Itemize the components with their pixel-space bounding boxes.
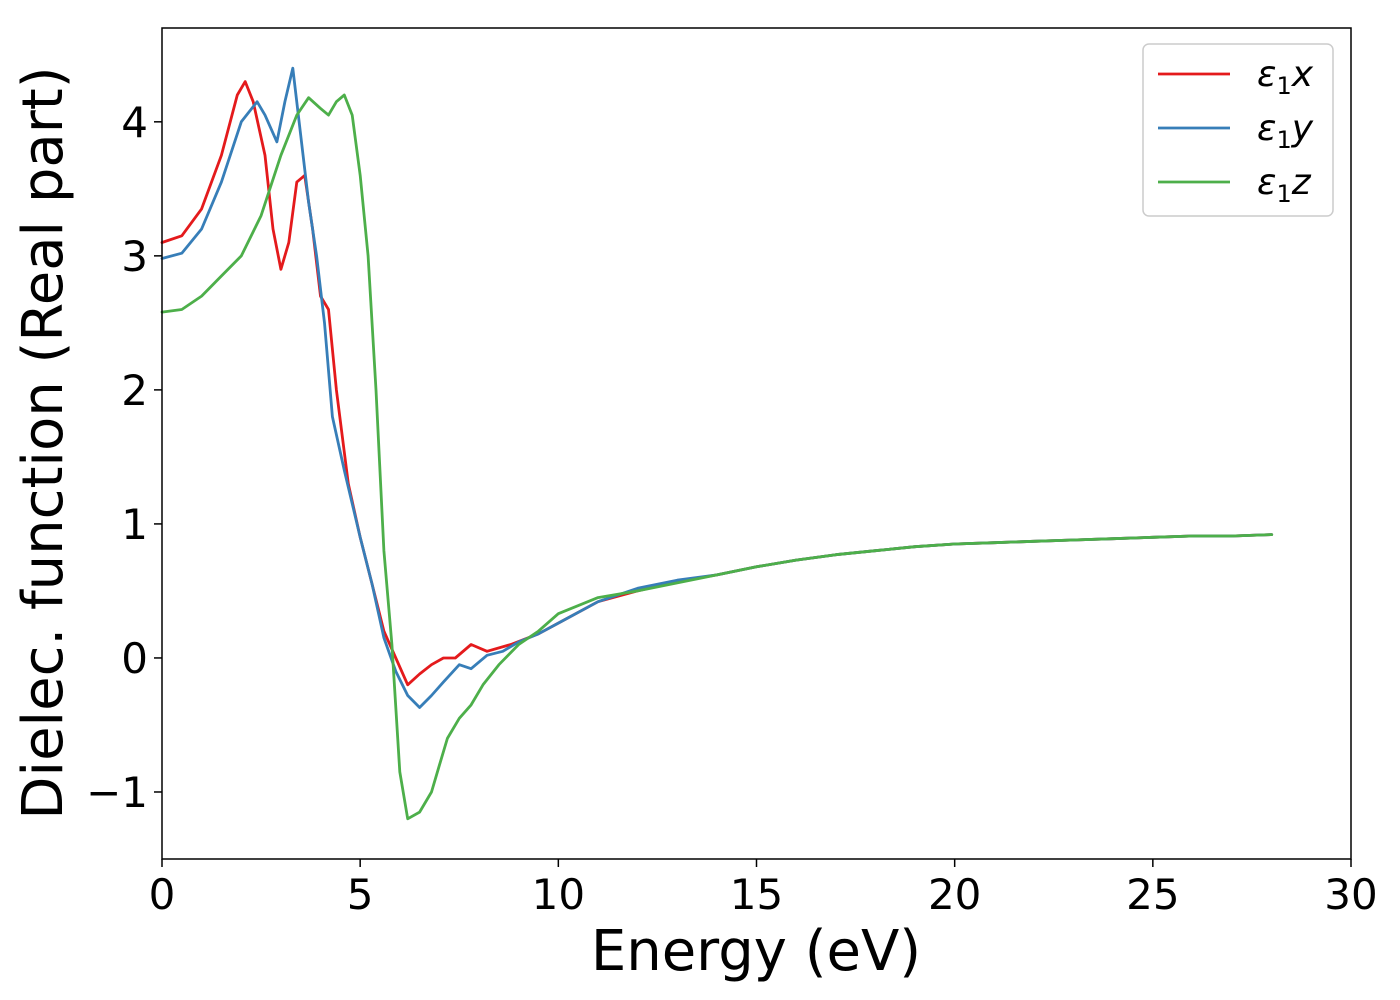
x-axis-ticks: 0 5 10 15 20 25 30 — [149, 859, 1378, 919]
legend-subscript: 1 — [1276, 180, 1291, 208]
y-axis-ticks: −1 0 1 2 3 4 — [86, 98, 162, 817]
legend-label-y: ε1y — [1257, 108, 1314, 154]
legend-component: z — [1291, 162, 1312, 203]
y-tick-label: 0 — [121, 634, 148, 683]
legend-label-x: ε1x — [1257, 54, 1314, 100]
y-tick-label: 1 — [121, 500, 148, 549]
x-tick-label: 30 — [1324, 870, 1377, 919]
legend-subscript: 1 — [1276, 72, 1291, 100]
x-tick-label: 20 — [928, 870, 981, 919]
x-tick-label: 15 — [730, 870, 783, 919]
legend-symbol: ε — [1257, 108, 1276, 149]
legend-box — [1142, 43, 1334, 217]
x-tick-label: 0 — [149, 870, 176, 919]
series-line-z — [160, 93, 1274, 821]
series-layer — [160, 66, 1274, 821]
legend-label-z: ε1z — [1257, 162, 1312, 208]
y-axis-title: Dielec. function (Real part) — [11, 66, 76, 819]
y-tick-label: −1 — [86, 768, 148, 817]
legend-symbol: ε — [1257, 162, 1276, 203]
x-axis-title: Energy (eV) — [591, 919, 921, 984]
legend-subscript: 1 — [1276, 126, 1291, 154]
y-tick-label: 4 — [121, 98, 148, 147]
y-tick-label: 3 — [121, 232, 148, 281]
legend-component: y — [1291, 108, 1314, 149]
x-tick-label: 10 — [532, 870, 585, 919]
x-tick-label: 25 — [1126, 870, 1179, 919]
legend-component: x — [1291, 54, 1314, 95]
legend-symbol: ε — [1257, 54, 1276, 95]
x-tick-label: 5 — [347, 870, 374, 919]
y-tick-label: 2 — [121, 366, 148, 415]
